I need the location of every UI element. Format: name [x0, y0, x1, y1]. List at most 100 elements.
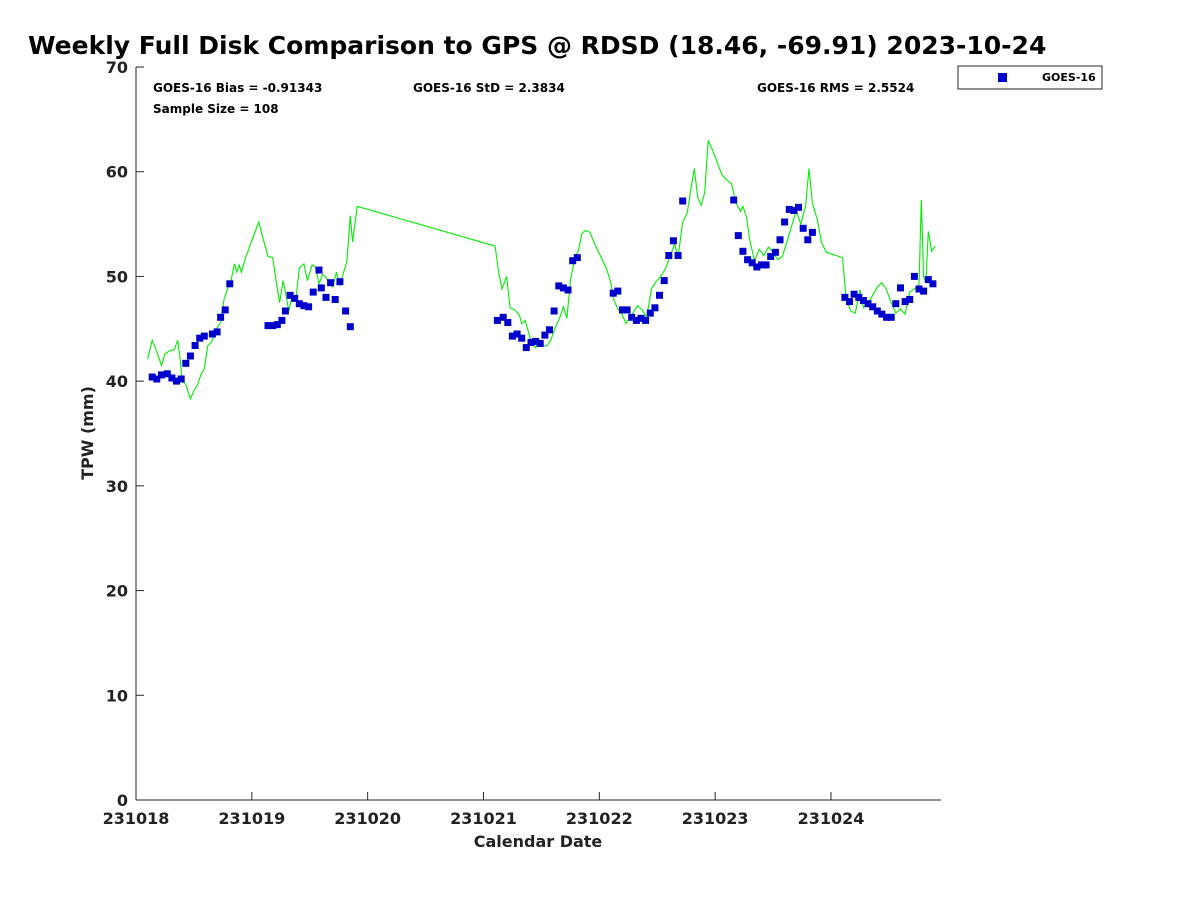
goes16-point-49	[555, 282, 563, 290]
goes16-point-53	[573, 254, 581, 262]
x-axis-label: Calendar Date	[474, 832, 603, 851]
goes16-point-101	[901, 298, 909, 306]
goes16-point-77	[762, 261, 770, 269]
goes16-point-104	[915, 285, 923, 293]
goes16-point-91	[855, 293, 863, 301]
rms-stat: GOES-16 RMS = 2.5524	[757, 81, 914, 95]
goes16-point-3	[163, 370, 171, 378]
goes16-point-41	[518, 334, 526, 342]
goes16-point-64	[656, 291, 663, 299]
goes16-point-80	[776, 236, 784, 244]
std-stat: GOES-16 StD = 2.3834	[413, 81, 565, 95]
goes16-point-9	[191, 342, 199, 349]
y-tick-label-50: 50	[106, 267, 128, 286]
goes16-point-44	[532, 337, 540, 345]
goes16-point-70	[730, 196, 738, 204]
goes16-point-65	[660, 277, 668, 285]
goes16-point-96	[878, 310, 886, 318]
goes16-point-43	[527, 338, 535, 346]
y-tick-label-40: 40	[106, 372, 128, 391]
goes16-point-35	[346, 323, 354, 331]
goes16-point-37	[499, 313, 507, 321]
goes16-point-88	[841, 293, 849, 301]
goes16-point-78	[767, 253, 775, 260]
goes16-point-15	[221, 306, 229, 314]
goes16-point-99	[892, 300, 900, 308]
goes16-point-10	[196, 334, 204, 342]
goes16-point-103	[910, 272, 918, 280]
goes16-point-31	[327, 279, 335, 287]
goes16-point-14	[217, 313, 225, 321]
goes16-point-67	[669, 237, 677, 245]
goes16-point-86	[804, 236, 812, 244]
goes16-point-2	[158, 371, 165, 379]
goes16-point-52	[569, 257, 577, 265]
goes16-point-33	[336, 278, 344, 286]
legend: GOES-16	[957, 65, 1103, 90]
chart-title: Weekly Full Disk Comparison to GPS @ RDS…	[28, 31, 1046, 60]
y-tick-label-30: 30	[106, 477, 128, 496]
goes16-point-8	[186, 352, 194, 360]
goes16-point-32	[331, 296, 339, 303]
goes16-point-27	[309, 288, 317, 296]
goes16-point-30	[322, 293, 330, 301]
goes16-point-23	[291, 294, 299, 302]
y-tick-label-70: 70	[106, 58, 128, 77]
x-tick-label-0: 231018	[103, 809, 170, 828]
goes16-point-63	[651, 304, 659, 312]
goes16-point-102	[906, 296, 914, 303]
x-tick-label-2: 231020	[334, 809, 401, 828]
goes16-point-61	[642, 316, 650, 324]
x-tick-label-1: 231019	[218, 809, 285, 828]
goes16-point-71	[734, 232, 742, 240]
goes16-point-38	[504, 319, 512, 326]
goes16-point-75	[753, 263, 761, 271]
goes16-point-87	[808, 228, 816, 236]
goes16-point-21	[281, 307, 289, 315]
goes16-point-95	[873, 307, 881, 315]
goes16-point-57	[623, 306, 631, 314]
legend-marker-goes16	[998, 73, 1007, 82]
goes16-point-97	[883, 313, 891, 321]
y-tick-label-60: 60	[106, 163, 128, 182]
x-tick-label-3: 231021	[450, 809, 517, 828]
sample-size-stat: Sample Size = 108	[153, 102, 279, 116]
goes16-point-84	[795, 203, 802, 211]
goes16-point-36	[493, 316, 501, 324]
goes16-point-107	[929, 280, 937, 288]
goes16-point-4	[168, 374, 176, 382]
goes16-point-51	[564, 286, 572, 294]
goes16-point-26	[305, 303, 313, 311]
goes16-point-55	[614, 287, 622, 295]
goes16-point-25	[300, 302, 308, 310]
goes16-point-76	[758, 261, 765, 269]
goes16-point-89	[846, 298, 853, 306]
goes16-point-40	[513, 330, 521, 338]
goes16-point-45	[536, 339, 544, 347]
goes16-point-1	[153, 375, 161, 383]
goes16-point-47	[546, 326, 553, 334]
goes16-point-83	[790, 207, 798, 214]
goes16-point-68	[674, 252, 682, 259]
goes16-point-98	[887, 313, 895, 321]
goes16-point-17	[264, 322, 272, 330]
goes16-point-11	[200, 332, 208, 340]
goes16-point-60	[637, 314, 645, 322]
y-tick-label-0: 0	[117, 791, 128, 810]
goes16-point-105	[920, 287, 928, 295]
x-tick-label-4: 231022	[566, 809, 633, 828]
goes16-point-20	[278, 316, 286, 324]
goes16-point-6	[177, 375, 185, 383]
goes16-point-74	[748, 259, 756, 267]
goes16-point-48	[550, 307, 558, 315]
goes16-point-12	[208, 330, 216, 338]
goes16-point-56	[619, 306, 626, 314]
goes16-point-93	[864, 300, 872, 308]
goes16-point-18	[269, 322, 277, 330]
goes16-point-100	[897, 284, 904, 292]
x-tick-label-6: 231024	[798, 809, 865, 828]
goes16-point-79	[771, 248, 779, 256]
goes16-point-66	[665, 252, 673, 259]
goes16-point-54	[609, 289, 617, 297]
